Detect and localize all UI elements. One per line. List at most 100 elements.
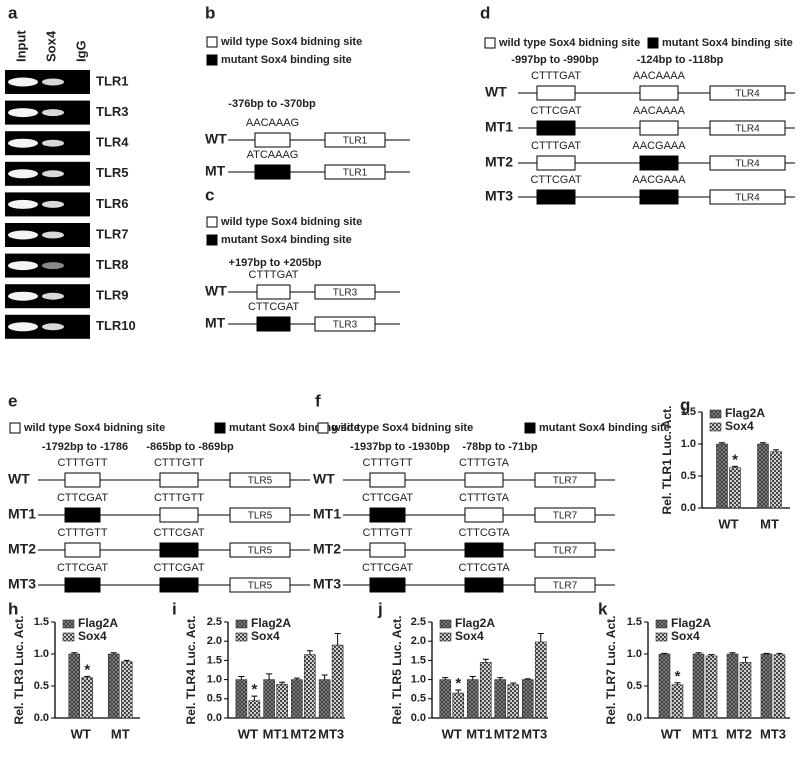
binding-site [256, 284, 291, 300]
error-bar [773, 449, 779, 452]
gene-label: TLR1 [343, 168, 368, 179]
site-sequence: AACGAAA [632, 140, 686, 152]
gene-box [229, 472, 291, 488]
gene-box [709, 85, 786, 101]
legend-label: wild type Sox4 bidning site [220, 36, 362, 48]
gel-band [8, 322, 38, 332]
binding-site [536, 155, 576, 171]
gene-label: TLR3 [333, 288, 358, 299]
y-tick-label: 0.5 [627, 680, 642, 692]
row-label: MT1 [8, 506, 36, 522]
binding-site [464, 472, 504, 488]
row-label: WT [205, 283, 227, 299]
binding-site [159, 577, 199, 593]
row-label: MT3 [313, 576, 341, 592]
error-bar [732, 465, 738, 468]
x-tick-label: MT [760, 516, 779, 531]
bar [81, 677, 94, 719]
bar [705, 655, 718, 719]
gene-label: TLR5 [248, 581, 273, 592]
legend-label: wild type Sox4 bidning site [498, 37, 640, 49]
gene-box [534, 542, 596, 558]
bar [263, 679, 275, 719]
site-sequence: CTTCGAT [362, 492, 413, 504]
site-sequence: CTTTGAT [531, 70, 581, 82]
site-sequence: CTTTGTA [459, 457, 510, 469]
gel-column-label: Input [13, 30, 28, 62]
binding-site [369, 507, 406, 523]
binding-site [464, 542, 504, 558]
gene-label: TLR7 [553, 511, 578, 522]
binding-site [536, 85, 576, 101]
y-tick-label: 0.5 [207, 693, 222, 705]
binding-site [536, 120, 576, 136]
site-sequence: CTTTGTT [154, 492, 204, 504]
legend-swatch [709, 422, 722, 432]
row-label: MT2 [313, 541, 341, 557]
panel-letter: f [315, 391, 321, 410]
error-bar [293, 677, 300, 680]
gene-box [534, 507, 596, 523]
legend-swatch [9, 422, 21, 434]
error-bar [661, 652, 668, 654]
legend-label: mutant Sox4 binding site [221, 54, 352, 66]
bar [760, 653, 773, 719]
site-sequence: CTTTGTT [154, 457, 204, 469]
panel-letter: a [8, 3, 18, 22]
gel-row-label: TLR9 [96, 288, 129, 303]
error-bar [469, 676, 476, 680]
gel-row-label: TLR5 [96, 165, 129, 180]
site-position: -78bp to -71bp [462, 441, 537, 453]
gel-band [42, 170, 64, 178]
legend-swatch [235, 632, 248, 642]
gene-box [709, 189, 786, 205]
site-position: -865bp to -869bp [146, 441, 234, 453]
gene-label: TLR4 [735, 89, 760, 100]
legend-label: Flag2A [725, 406, 765, 420]
bar [757, 443, 769, 509]
significance-mark: * [675, 668, 681, 685]
row-label: MT1 [485, 119, 513, 135]
site-sequence: CTTCGAT [153, 527, 204, 539]
gene-label: TLR5 [248, 476, 273, 487]
x-tick-label: MT2 [726, 726, 752, 741]
legend-swatch [62, 619, 75, 629]
legend-swatch [62, 632, 75, 642]
binding-site [159, 507, 199, 523]
x-tick-label: MT1 [263, 726, 289, 741]
x-tick-label: MT3 [760, 726, 786, 741]
binding-site [464, 507, 504, 523]
y-tick-label: 1.5 [627, 616, 642, 628]
row-label: MT3 [485, 188, 513, 204]
panel-letter: d [480, 3, 490, 22]
error-bar [510, 682, 517, 685]
y-tick-label: 0.0 [411, 712, 426, 724]
row-label: MT3 [8, 576, 36, 592]
legend-label: mutant Sox4 binding site [539, 422, 670, 434]
gel-band [42, 323, 64, 331]
bar [248, 700, 261, 719]
site-position: -1792bp to -1786 [42, 441, 128, 453]
bar [276, 683, 288, 719]
gel-band [8, 77, 38, 87]
panel-letter: e [8, 391, 17, 410]
site-sequence: CTTCGAT [530, 174, 581, 186]
y-tick-label: 1.0 [627, 648, 642, 660]
site-sequence: CTTCGAT [153, 562, 204, 574]
binding-site [64, 472, 101, 488]
y-tick-label: 1.0 [34, 648, 49, 660]
row-label: WT [485, 84, 507, 100]
y-tick-label: 0.0 [627, 712, 642, 724]
site-sequence: CTTCGTA [458, 562, 510, 574]
bar [318, 679, 331, 719]
site-sequence: CTTCGAT [362, 562, 413, 574]
site-position: -1937bp to -1930bp [350, 441, 450, 453]
gene-label: TLR7 [553, 581, 578, 592]
gene-label: TLR7 [553, 546, 578, 557]
row-label: WT [8, 471, 30, 487]
x-tick-label: WT [718, 516, 738, 531]
gene-label: TLR7 [553, 476, 578, 487]
site-sequence: CTTTGAT [249, 269, 299, 281]
